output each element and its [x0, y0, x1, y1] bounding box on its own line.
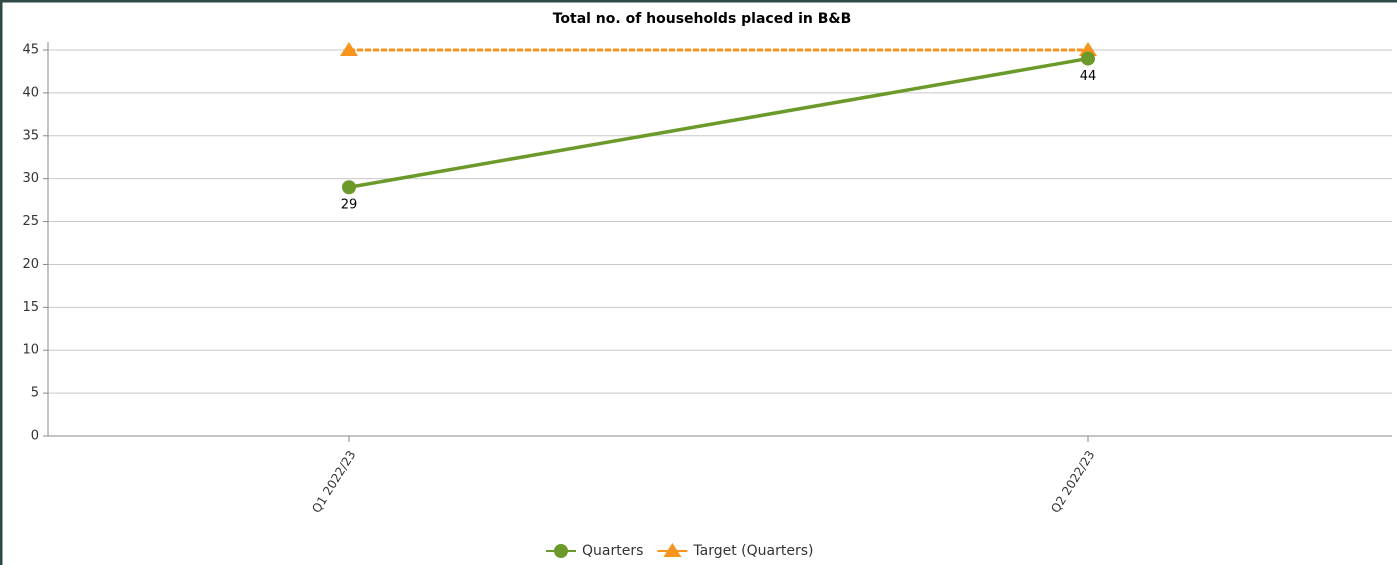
- y-tick-label: 0: [31, 429, 39, 444]
- marker: [554, 544, 568, 558]
- y-tick-label: 15: [22, 300, 39, 315]
- y-tick-label: 5: [31, 386, 39, 401]
- series-line: [348, 56, 1089, 189]
- legend-label: Quarters: [582, 543, 643, 559]
- marker: [1081, 51, 1095, 66]
- y-tick-label: 10: [22, 343, 39, 358]
- y-tick-label: 35: [22, 128, 39, 143]
- chart-title: Total no. of households placed in B&B: [553, 11, 852, 27]
- legend-label: Target (Quarters): [692, 543, 813, 559]
- marker: [342, 180, 356, 195]
- y-tick-label: 20: [22, 257, 39, 272]
- marker: [340, 42, 358, 56]
- y-tick-label: 25: [22, 214, 39, 229]
- marker: [1079, 42, 1097, 56]
- y-tick-label: 40: [22, 85, 39, 100]
- data-label: 44: [1080, 69, 1097, 84]
- marker: [663, 543, 682, 557]
- y-tick-label: 30: [22, 171, 39, 186]
- data-label: 29: [341, 198, 358, 213]
- y-tick-label: 45: [22, 43, 39, 58]
